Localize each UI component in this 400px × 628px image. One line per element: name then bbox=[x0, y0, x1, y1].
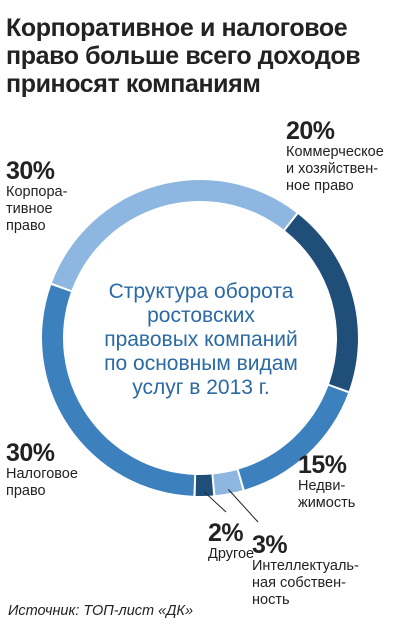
leader-line-intellectual-property bbox=[227, 489, 259, 523]
slice-label-tax-law: 30% Налоговое право bbox=[6, 440, 78, 500]
slice-label-other: 2% Другое bbox=[208, 520, 254, 563]
chart-title: Корпоративное и налоговое право больше в… bbox=[6, 14, 396, 98]
slice-name-line: ная собствен- bbox=[252, 575, 346, 591]
slice-value-label: 15% bbox=[298, 451, 347, 479]
title-line: Корпоративное и налоговое bbox=[6, 14, 348, 42]
slice-name-line: Налоговое bbox=[6, 466, 78, 482]
slice-name-line: Недви- bbox=[298, 478, 346, 494]
slice-name-line: Другое bbox=[208, 546, 255, 562]
donut-slice-corporate-law bbox=[51, 180, 297, 291]
caption-line: по основным видам bbox=[104, 352, 298, 375]
slice-value-label: 3% bbox=[252, 531, 288, 559]
slice-label-commercial-law: 20% Коммерческое и хозяйствен- ное право bbox=[286, 118, 384, 195]
slice-name-line: Интеллектуаль- bbox=[252, 558, 359, 574]
slice-value-label: 2% bbox=[208, 519, 244, 547]
slice-name-line: и хозяйствен- bbox=[286, 161, 379, 177]
slice-name-line: право bbox=[6, 218, 46, 234]
slice-label-corporate-law: 30% Корпора- тивное право bbox=[6, 158, 67, 235]
caption-line: Структура оборота bbox=[108, 280, 294, 303]
slice-label-real-estate: 15% Недви- жимость bbox=[298, 452, 355, 512]
title-line: приносят компаниям bbox=[6, 70, 261, 98]
slice-name-line: жимость bbox=[298, 495, 356, 511]
slice-name-line: право bbox=[6, 483, 46, 499]
caption-line: ростовских bbox=[147, 304, 255, 327]
slice-name-line: ное право bbox=[286, 178, 354, 194]
source-note: Источник: ТОП-лист «ДК» bbox=[8, 603, 194, 619]
caption-line: правовых компаний bbox=[104, 328, 298, 351]
slice-name-line: ность bbox=[252, 592, 290, 608]
slice-name-line: тивное bbox=[6, 201, 53, 217]
donut-slice-intellectual-property bbox=[213, 469, 243, 496]
chart-center-caption: Структура оборота ростовских правовых ко… bbox=[72, 280, 330, 400]
donut-slice-commercial-law bbox=[285, 214, 358, 392]
caption-line: услуг в 2013 г. bbox=[132, 376, 270, 399]
slice-name-line: Корпора- bbox=[6, 184, 68, 200]
slice-value-label: 30% bbox=[6, 157, 55, 185]
donut-slice-real-estate bbox=[238, 385, 349, 490]
donut-slice-other bbox=[195, 474, 214, 496]
slice-value-label: 20% bbox=[286, 117, 335, 145]
slice-label-intellectual-property: 3% Интеллектуаль- ная собствен- ность bbox=[252, 532, 359, 609]
slice-name-line: Коммерческое bbox=[286, 144, 384, 160]
leader-line-other bbox=[203, 491, 227, 513]
title-line: право больше всего доходов bbox=[6, 42, 361, 70]
slice-value-label: 30% bbox=[6, 439, 55, 467]
donut-slice-tax-law bbox=[41, 284, 195, 496]
